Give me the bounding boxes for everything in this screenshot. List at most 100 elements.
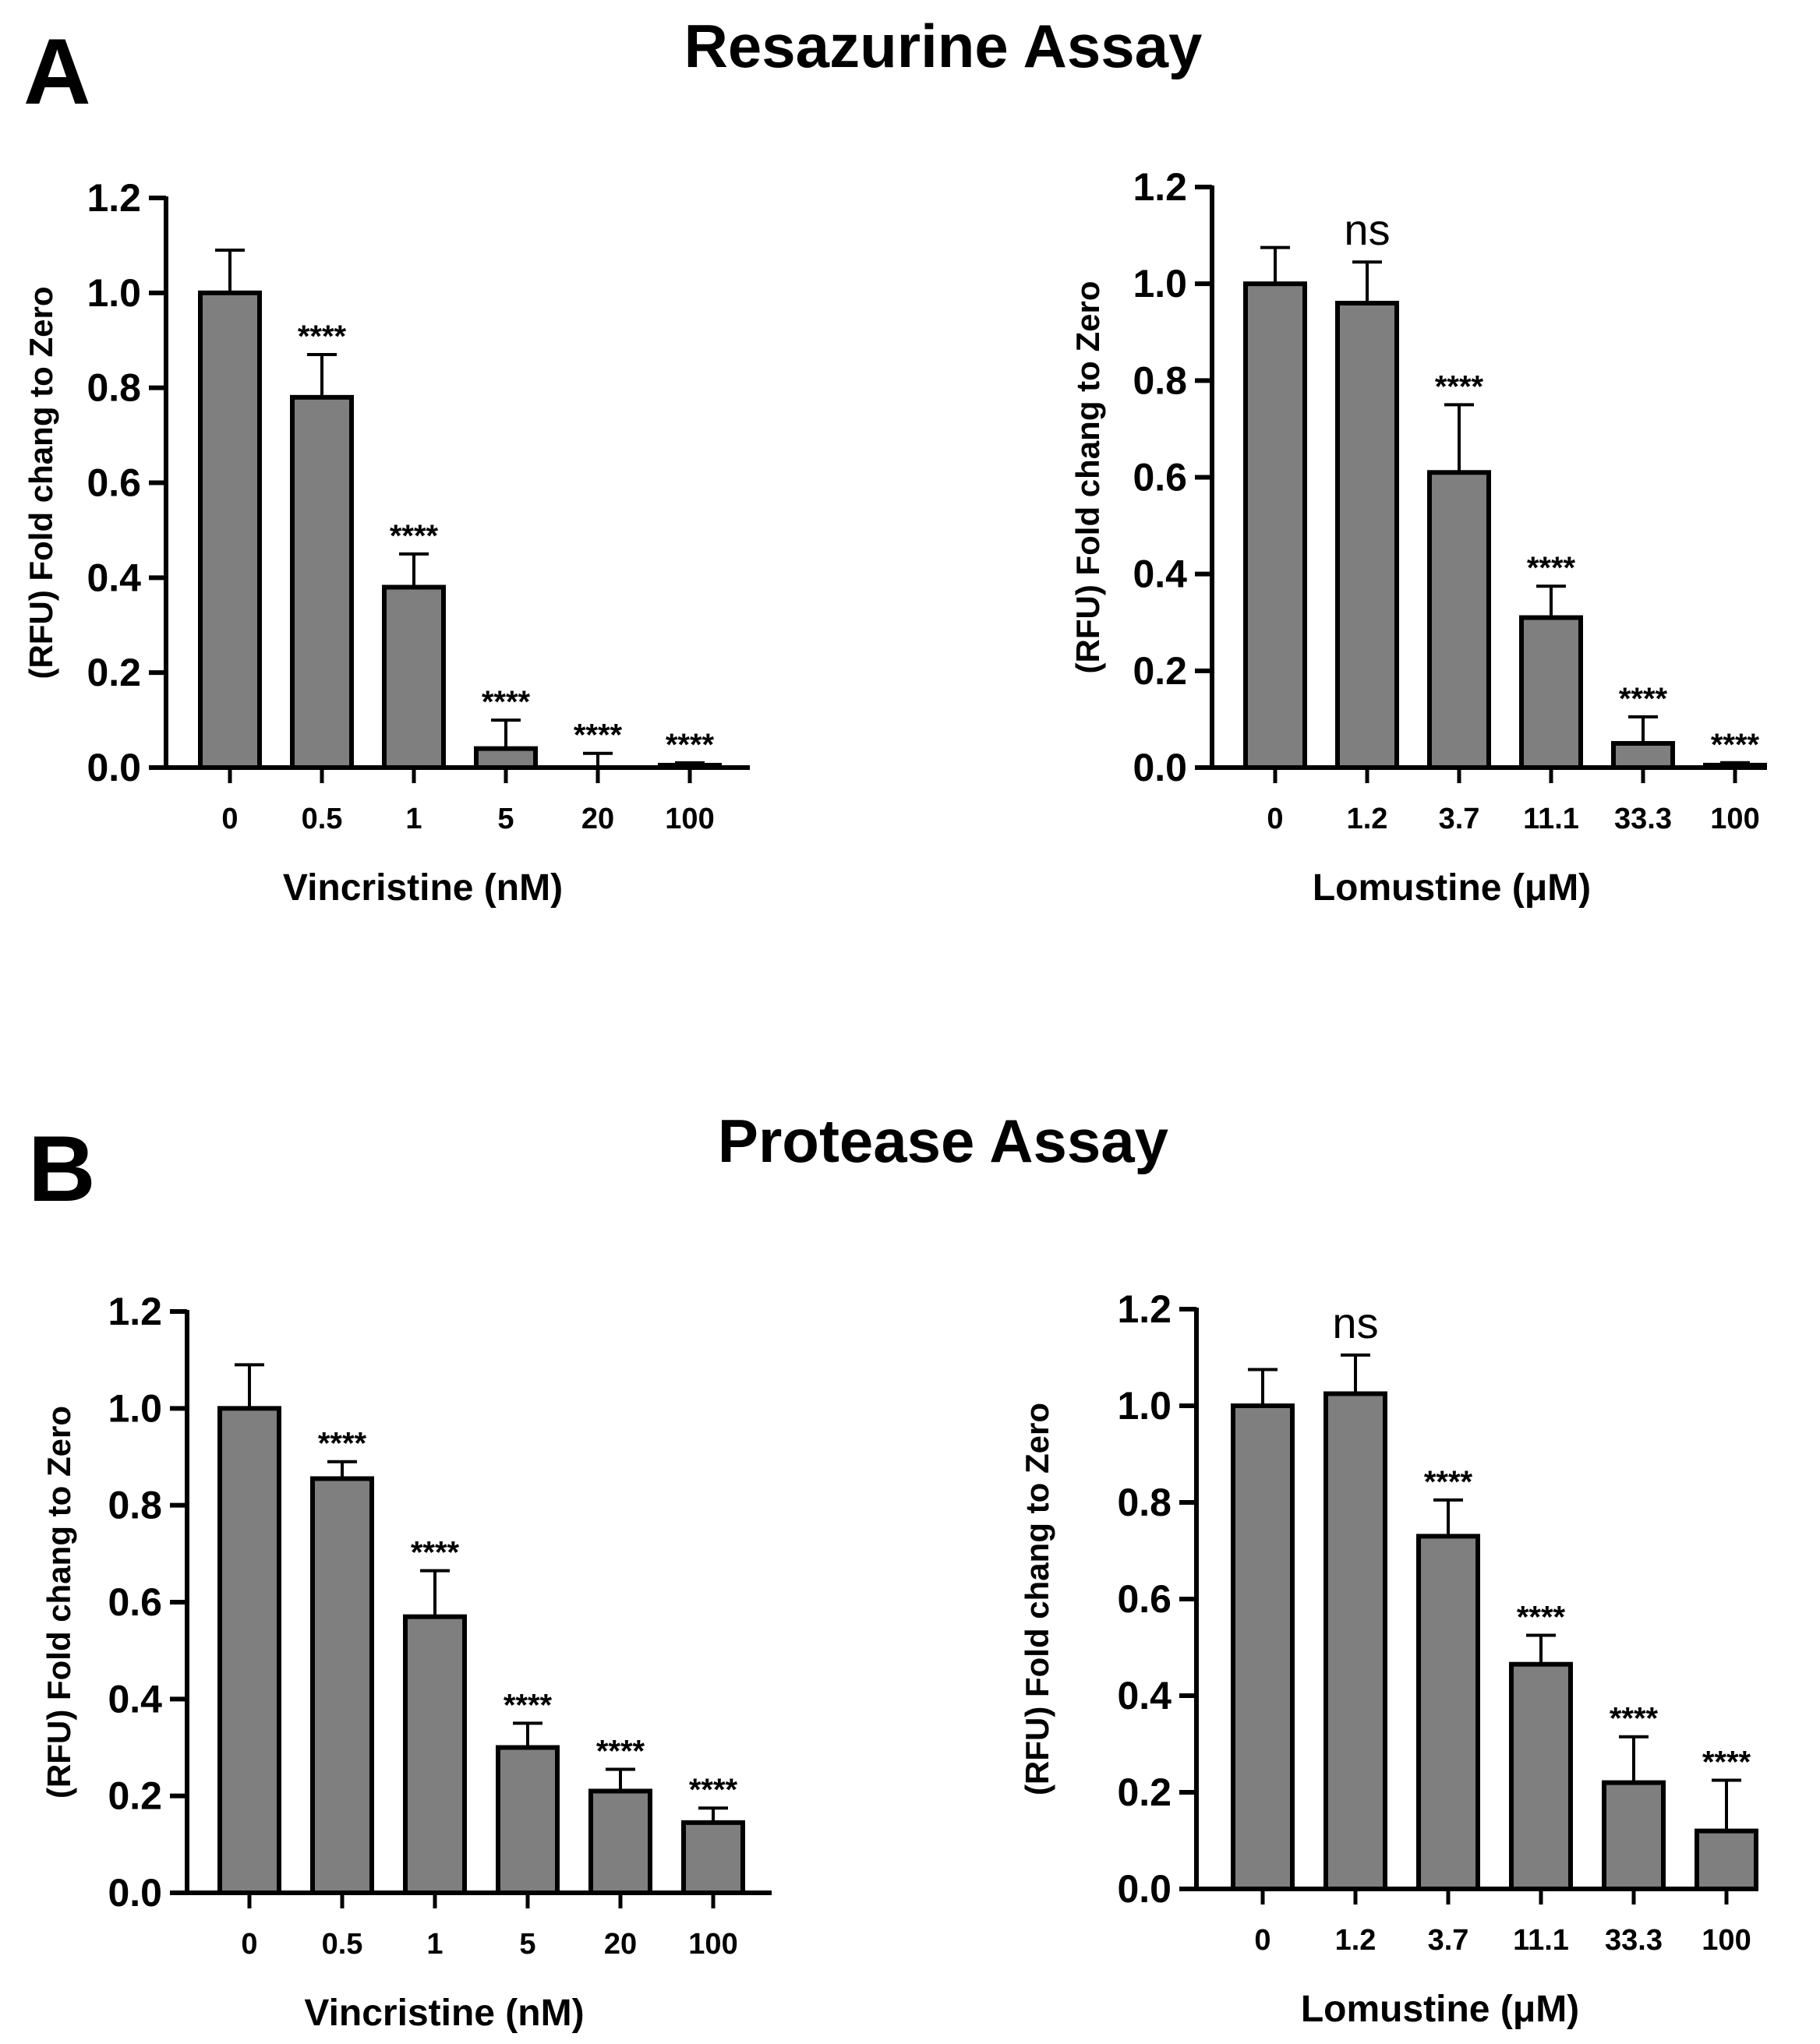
a-vincristine-significance-label: **** bbox=[666, 728, 715, 762]
b-lomustine-x-axis-title: Lomustine (μM) bbox=[1301, 1989, 1579, 2030]
a-lomustine-x-tick-label: 3.7 bbox=[1439, 803, 1480, 835]
a-lomustine-y-tick-label: 0.6 bbox=[1133, 456, 1187, 500]
b-lomustine-x-tick-label: 100 bbox=[1702, 1924, 1751, 1957]
b-vincristine-x-tick-label: 100 bbox=[688, 1928, 737, 1961]
a-lomustine-y-tick-label: 1.0 bbox=[1133, 262, 1187, 305]
a-vincristine-significance-label: **** bbox=[574, 718, 623, 753]
b-vincristine-bar bbox=[681, 1820, 745, 1896]
b-lomustine-bar bbox=[1323, 1391, 1387, 1891]
b-lomustine-bar bbox=[1695, 1828, 1758, 1892]
b-vincristine-y-tick-label: 0.4 bbox=[108, 1677, 162, 1721]
a-lomustine-x-tick-label: 1.2 bbox=[1347, 803, 1388, 835]
b-vincristine-x-tick-label: 0 bbox=[241, 1928, 257, 1961]
b-vincristine-bar bbox=[588, 1788, 652, 1895]
b-vincristine-significance-label: **** bbox=[318, 1427, 367, 1461]
a-lomustine-significance-label: ns bbox=[1344, 205, 1390, 254]
b-vincristine-y-tick-label: 1.0 bbox=[108, 1386, 162, 1430]
a-vincristine-x-axis-title: Vincristine (nM) bbox=[283, 867, 563, 909]
b-lomustine-bar bbox=[1416, 1534, 1480, 1892]
b-vincristine-y-tick-label: 0.2 bbox=[108, 1774, 162, 1818]
a-lomustine-bar bbox=[1519, 615, 1583, 771]
a-vincristine-x-tick-label: 0 bbox=[221, 803, 238, 835]
a-vincristine-y-tick-label: 1.0 bbox=[87, 271, 141, 315]
a-vincristine-significance-label: **** bbox=[390, 519, 439, 553]
b-lomustine-y-tick-label: 1.2 bbox=[1117, 1287, 1172, 1331]
b-lomustine-bar bbox=[1602, 1780, 1666, 1892]
a-lomustine-y-tick-label: 0.8 bbox=[1133, 358, 1187, 402]
a-vincristine-bar bbox=[658, 762, 722, 770]
a-vincristine-x-tick-label: 20 bbox=[581, 803, 614, 835]
panel-a-title: Resazurine Assay bbox=[684, 12, 1203, 80]
b-lomustine-significance-label: **** bbox=[1424, 1465, 1473, 1499]
a-vincristine-x-tick-label: 5 bbox=[497, 803, 514, 835]
a-lomustine-y-tick-label: 0.4 bbox=[1133, 552, 1187, 596]
a-lomustine-significance-label: **** bbox=[1527, 551, 1576, 585]
b-lomustine-bar bbox=[1509, 1661, 1573, 1891]
a-lomustine-significance-label: **** bbox=[1711, 728, 1760, 762]
a-lomustine-bar bbox=[1703, 762, 1767, 770]
panel-a-letter: A bbox=[23, 19, 91, 124]
b-lomustine-y-tick-label: 1.0 bbox=[1117, 1384, 1172, 1428]
a-vincristine-x-tick-label: 1 bbox=[405, 803, 422, 835]
a-lomustine-bar bbox=[1427, 470, 1491, 771]
b-vincristine-bar bbox=[403, 1614, 467, 1895]
a-vincristine-y-tick-label: 1.2 bbox=[87, 176, 141, 220]
a-lomustine-x-axis-title: Lomustine (μM) bbox=[1313, 867, 1591, 909]
b-lomustine-y-tick-label: 0.8 bbox=[1117, 1481, 1172, 1524]
b-lomustine-x-tick-label: 3.7 bbox=[1428, 1924, 1469, 1957]
b-lomustine-significance-label: **** bbox=[1702, 1746, 1751, 1780]
b-lomustine-y-axis-title: (RFU) Fold chang to Zero bbox=[1019, 1403, 1055, 1795]
b-lomustine-significance-label: **** bbox=[1610, 1702, 1659, 1736]
a-lomustine-y-tick-label: 0.0 bbox=[1133, 746, 1187, 789]
b-lomustine-significance-label: **** bbox=[1517, 1601, 1566, 1635]
a-vincristine-y-tick-label: 0.8 bbox=[87, 366, 141, 410]
a-vincristine-y-tick-label: 0.6 bbox=[87, 461, 141, 505]
b-vincristine-x-axis-title: Vincristine (nM) bbox=[304, 1993, 584, 2034]
a-lomustine-bar bbox=[1335, 301, 1399, 770]
a-vincristine-bar bbox=[474, 746, 538, 771]
a-vincristine-y-tick-label: 0.0 bbox=[87, 746, 141, 789]
a-vincristine-x-tick-label: 100 bbox=[665, 803, 714, 835]
a-vincristine-significance-label: **** bbox=[482, 685, 531, 719]
b-vincristine-bar bbox=[217, 1406, 281, 1896]
b-vincristine-x-tick-label: 0.5 bbox=[322, 1928, 363, 1961]
b-vincristine-x-tick-label: 1 bbox=[426, 1928, 443, 1961]
panel-b-title: Protease Assay bbox=[717, 1107, 1169, 1175]
b-vincristine-bar bbox=[496, 1745, 560, 1895]
a-lomustine-significance-label: **** bbox=[1619, 682, 1668, 716]
a-vincristine-y-tick-label: 0.2 bbox=[87, 651, 141, 694]
a-vincristine-bar bbox=[382, 584, 446, 770]
b-lomustine-x-tick-label: 33.3 bbox=[1605, 1924, 1663, 1957]
b-lomustine-bar bbox=[1231, 1403, 1295, 1891]
b-lomustine-x-tick-label: 11.1 bbox=[1513, 1924, 1569, 1957]
a-lomustine-bar bbox=[1611, 740, 1675, 770]
a-lomustine-significance-label: **** bbox=[1435, 369, 1484, 404]
a-lomustine-bar bbox=[1243, 281, 1307, 770]
b-lomustine-y-tick-label: 0.2 bbox=[1117, 1770, 1172, 1814]
b-vincristine-significance-label: **** bbox=[596, 1734, 645, 1768]
b-lomustine-y-tick-label: 0.4 bbox=[1117, 1674, 1172, 1717]
a-vincristine-significance-label: **** bbox=[298, 319, 347, 354]
a-lomustine-y-tick-label: 1.2 bbox=[1133, 165, 1187, 209]
b-vincristine-y-tick-label: 0.6 bbox=[108, 1580, 162, 1624]
a-lomustine-x-tick-label: 0 bbox=[1267, 803, 1283, 835]
a-vincristine-y-tick-label: 0.4 bbox=[87, 556, 141, 599]
b-lomustine-x-tick-label: 1.2 bbox=[1335, 1924, 1376, 1957]
b-vincristine-significance-label: **** bbox=[504, 1688, 553, 1722]
b-vincristine-y-tick-label: 0.8 bbox=[108, 1484, 162, 1527]
b-lomustine-y-tick-label: 0.0 bbox=[1117, 1867, 1172, 1911]
a-vincristine-y-axis-title: (RFU) Fold chang to Zero bbox=[23, 287, 59, 680]
b-vincristine-significance-label: **** bbox=[689, 1773, 738, 1807]
b-vincristine-x-tick-label: 5 bbox=[519, 1928, 535, 1961]
panel-b-letter: B bbox=[28, 1117, 96, 1221]
b-vincristine-y-tick-label: 1.2 bbox=[108, 1290, 162, 1333]
a-lomustine-x-tick-label: 33.3 bbox=[1614, 803, 1672, 835]
b-vincristine-y-tick-label: 0.0 bbox=[108, 1871, 162, 1915]
b-lomustine-significance-label: ns bbox=[1332, 1298, 1378, 1347]
a-lomustine-y-axis-title: (RFU) Fold chang to Zero bbox=[1069, 281, 1106, 674]
b-lomustine-y-tick-label: 0.6 bbox=[1117, 1577, 1172, 1621]
b-lomustine-x-tick-label: 0 bbox=[1254, 1924, 1270, 1957]
b-vincristine-x-tick-label: 20 bbox=[604, 1928, 637, 1961]
a-vincristine-x-tick-label: 0.5 bbox=[302, 803, 343, 835]
